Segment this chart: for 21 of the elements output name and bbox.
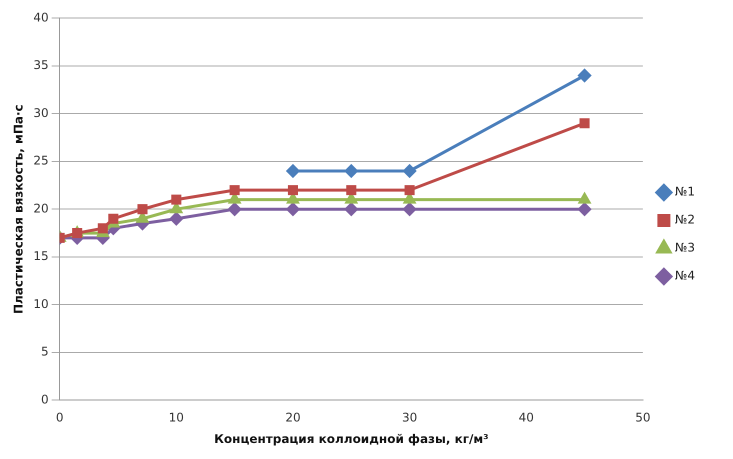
- x-tick-label: 0: [56, 410, 64, 425]
- y-tick-label: 0: [41, 392, 49, 406]
- x-tick-label: 30: [402, 410, 418, 425]
- y-tick-label: 40: [33, 10, 49, 24]
- x-tick-label: 40: [518, 410, 534, 425]
- x-tick-label: 20: [285, 410, 301, 425]
- y-tick-label: 10: [33, 296, 49, 311]
- legend-label: №4: [674, 268, 696, 283]
- y-tick-label: 30: [33, 106, 49, 120]
- y-axis-title: Пластическая вязкость, мПа·с: [11, 104, 26, 314]
- legend-label: №1: [674, 184, 696, 199]
- legend-label: №3: [674, 240, 696, 255]
- x-axis-title: Концентрация коллоидной фазы, кг/м³: [214, 432, 488, 446]
- y-tick-label: 20: [33, 201, 49, 216]
- y-tick-label: 25: [33, 154, 49, 168]
- y-tick-label: 15: [33, 249, 49, 264]
- y-tick-label: 5: [41, 344, 49, 359]
- legend-label: №2: [674, 212, 696, 227]
- y-tick-label: 35: [33, 58, 49, 72]
- x-tick-label: 50: [635, 410, 651, 425]
- x-tick-label: 10: [168, 410, 184, 425]
